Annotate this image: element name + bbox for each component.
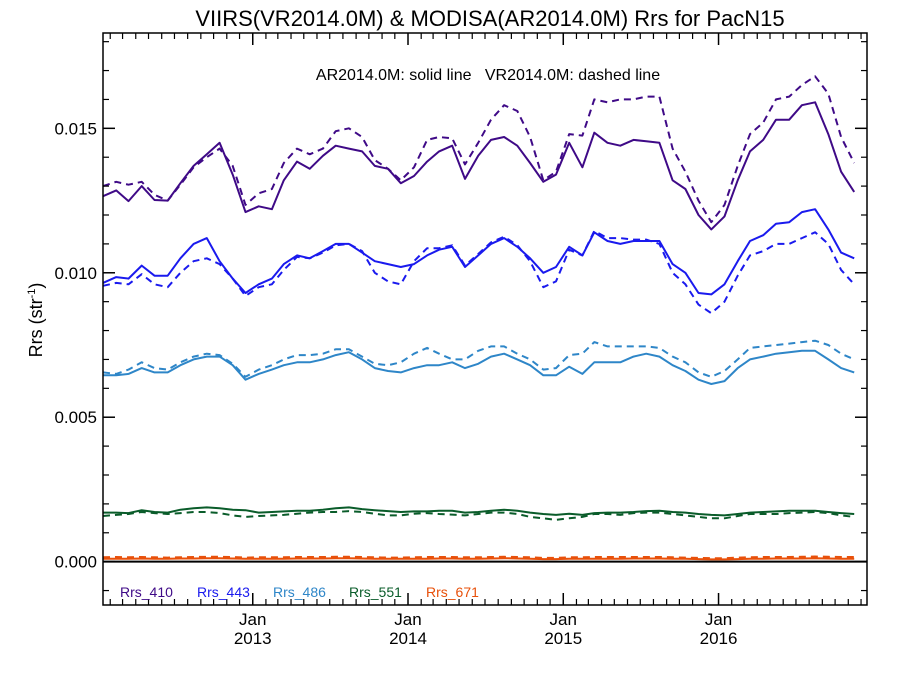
series-line-rrs-486-solid — [103, 349, 855, 385]
y-axis-label-close: ) — [26, 283, 46, 289]
series-line-rrs-443-dashed — [102, 229, 855, 315]
series-layer — [102, 75, 856, 561]
x-tick-year-label: 2015 — [544, 629, 582, 648]
legend-entry-rrs-410: Rrs_410 — [120, 584, 173, 600]
x-tick-year-label: 2013 — [234, 629, 272, 648]
y-tick-label: 0.000 — [54, 553, 97, 572]
series-line-rrs-410-dashed — [102, 75, 856, 224]
legend-entry-rrs-671: Rrs_671 — [426, 584, 479, 600]
x-tick-month-label: Jan — [394, 610, 421, 629]
plot-frame — [102, 32, 868, 606]
y-tick-label: 0.005 — [54, 408, 97, 427]
legend: Rrs_410 Rrs_443 Rrs_486 Rrs_551 Rrs_671 — [120, 584, 479, 600]
chart-title: VIIRS(VR2014.0M) & MODISA(AR2014.0M) Rrs… — [195, 6, 784, 31]
y-axis-label: Rrs (str-1) — [26, 283, 46, 358]
line-style-annotation: AR2014.0M: solid line VR2014.0M: dashed … — [316, 67, 660, 84]
series-line-rrs-671-dashed — [102, 555, 855, 560]
x-tick-month-label: Jan — [550, 610, 577, 629]
axes-layer: 0.0000.0050.0100.015Jan2013Jan2014Jan201… — [54, 32, 868, 648]
legend-entry-rrs-551: Rrs_551 — [349, 584, 402, 600]
x-tick-year-label: 2016 — [700, 629, 738, 648]
x-tick-year-label: 2014 — [389, 629, 427, 648]
y-axis-label-superscript: -1 — [26, 289, 38, 299]
series-line-rrs-443-solid — [102, 208, 855, 296]
series-line-rrs-551-dashed — [102, 510, 855, 521]
legend-entry-rrs-443: Rrs_443 — [197, 584, 250, 600]
x-tick-month-label: Jan — [239, 610, 266, 629]
legend-entry-rrs-486: Rrs_486 — [273, 584, 326, 600]
y-axis-label-main: Rrs (str — [26, 298, 46, 357]
y-tick-label: 0.015 — [54, 119, 97, 138]
series-line-rrs-410-solid — [102, 101, 856, 231]
series-line-rrs-671-solid — [103, 557, 855, 561]
x-tick-month-label: Jan — [705, 610, 732, 629]
series-line-rrs-486-dashed — [102, 339, 855, 378]
series-line-rrs-551-solid — [103, 506, 855, 517]
y-tick-label: 0.010 — [54, 264, 97, 283]
